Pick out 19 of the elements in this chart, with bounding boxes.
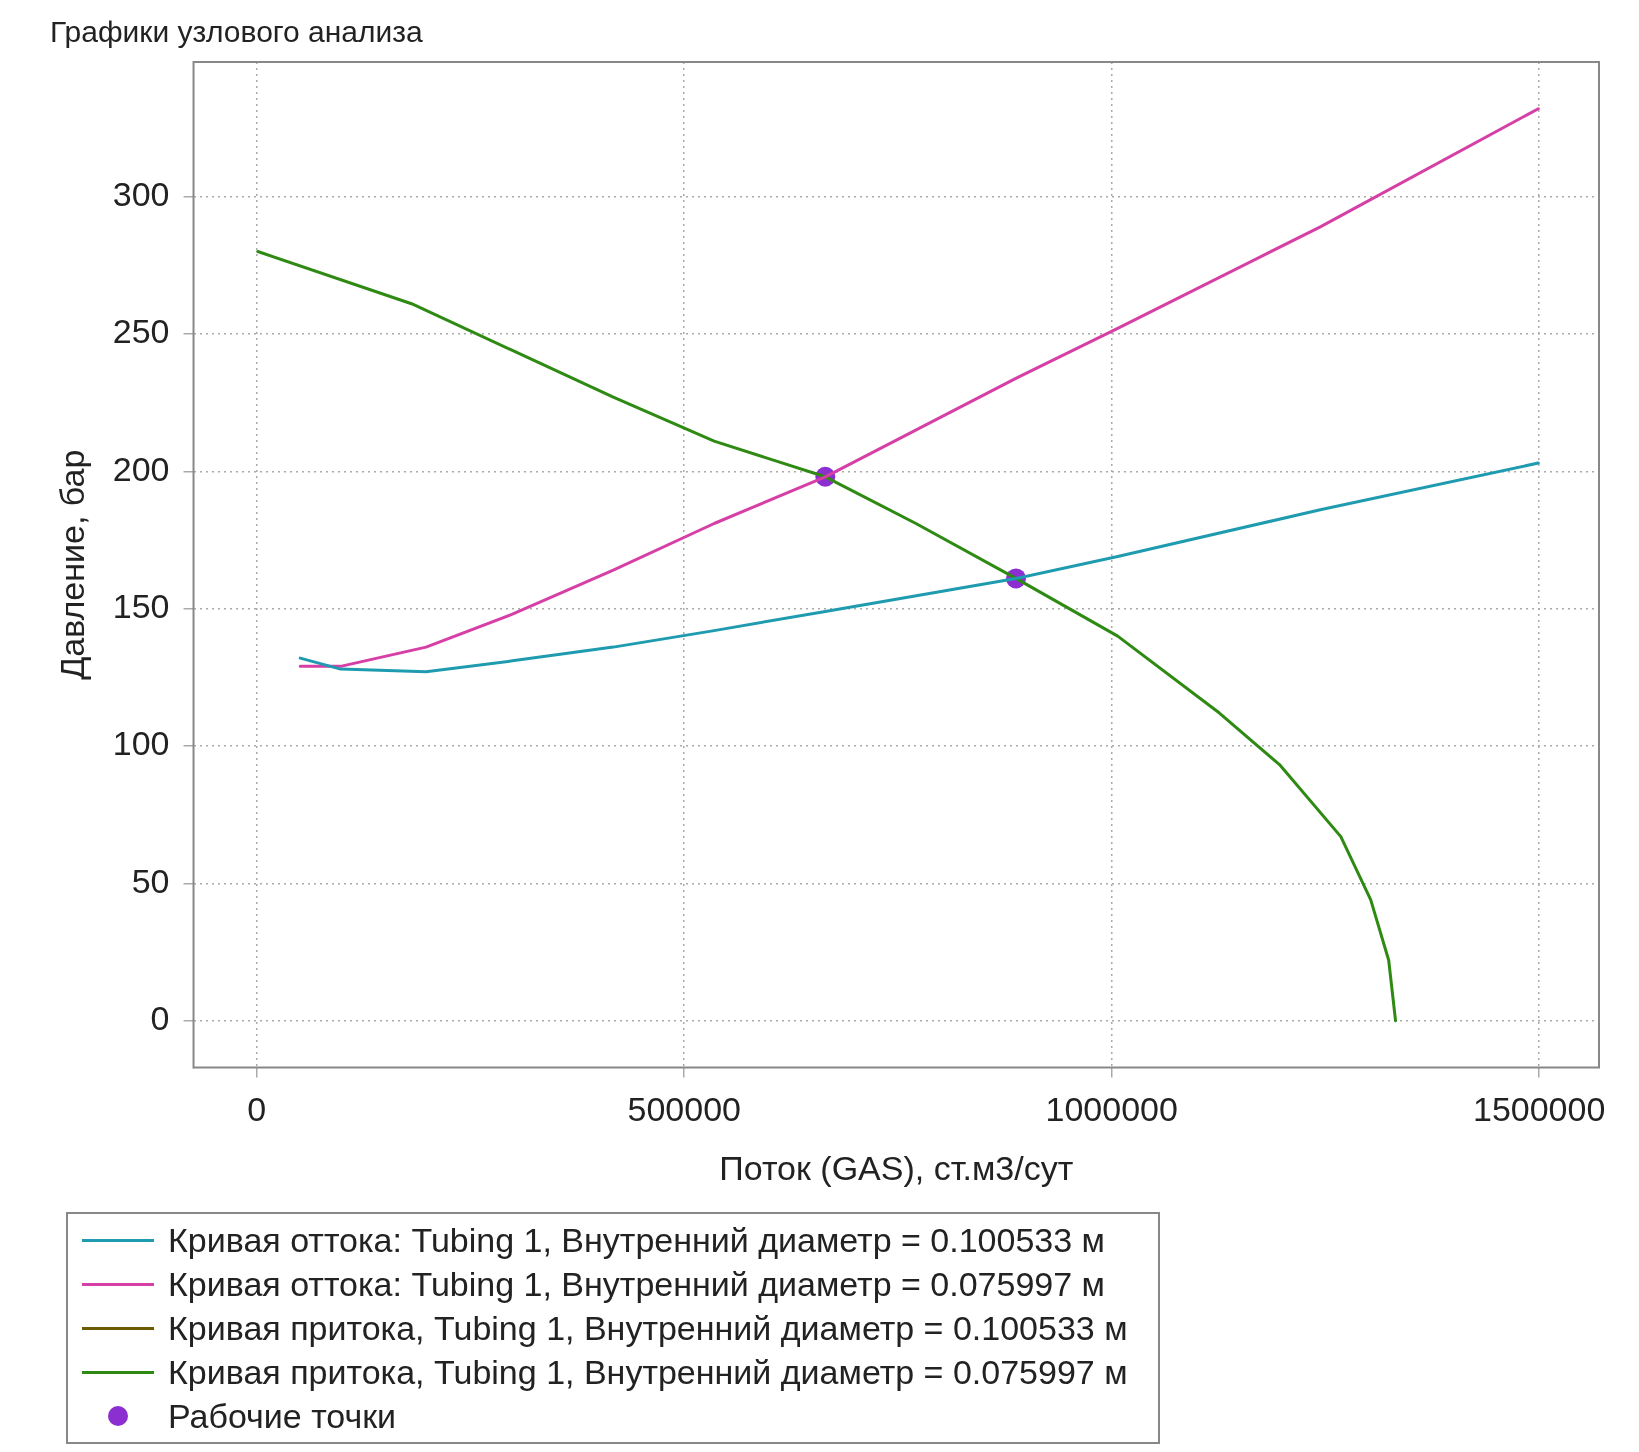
x-tick-label: 0 <box>247 1090 267 1129</box>
legend-label: Кривая притока, Tubing 1, Внутренний диаметр = 0.075997 м <box>168 1352 1128 1392</box>
y-tick-label: 100 <box>112 724 170 763</box>
legend-label: Кривая оттока: Tubing 1, Внутренний диаметр = 0.075997 м <box>168 1264 1105 1304</box>
y-tick-label: 0 <box>150 999 170 1038</box>
legend-label: Кривая притока, Tubing 1, Внутренний диаметр = 0.100533 м <box>168 1308 1128 1348</box>
chart-title: Графики узлового анализа <box>50 15 424 49</box>
y-tick-label: 150 <box>112 587 170 626</box>
y-axis-title: Давление, бар <box>52 449 91 680</box>
x-tick-label: 500000 <box>627 1090 741 1129</box>
legend-label: Кривая оттока: Tubing 1, Внутренний диаметр = 0.100533 м <box>168 1220 1105 1260</box>
y-tick-label: 300 <box>112 174 170 213</box>
y-tick-label: 200 <box>112 449 170 488</box>
x-axis-title: Поток (GAS), ст.м3/сут <box>719 1148 1074 1187</box>
legend-label: Рабочие точки <box>168 1396 397 1436</box>
x-tick-label: 1500000 <box>1472 1090 1606 1129</box>
x-tick-label: 1000000 <box>1045 1090 1178 1129</box>
y-tick-label: 50 <box>131 861 170 900</box>
y-tick-label: 250 <box>112 312 170 351</box>
